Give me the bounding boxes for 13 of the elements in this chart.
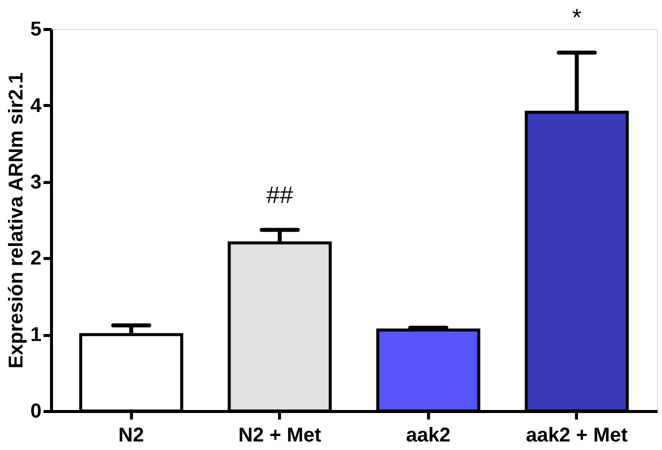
x-tick-label: N2 [118,424,144,446]
annotation: * [572,4,582,32]
y-tick-label: 4 [30,94,42,117]
annotation: ## [266,182,294,209]
y-tick-label: 1 [30,324,42,346]
x-tick-label: aak2 [406,424,451,446]
y-tick-label: 3 [30,171,42,194]
y-tick-label: 5 [30,18,42,40]
y-tick-label: 0 [30,400,42,422]
y-tick-label: 2 [30,248,42,270]
y-axis-title: Expresión relativa ARNm sir2.1 [5,72,28,369]
x-tick-label: aak2 + Met [526,424,628,446]
x-tick-label: N2 + Met [238,424,322,446]
